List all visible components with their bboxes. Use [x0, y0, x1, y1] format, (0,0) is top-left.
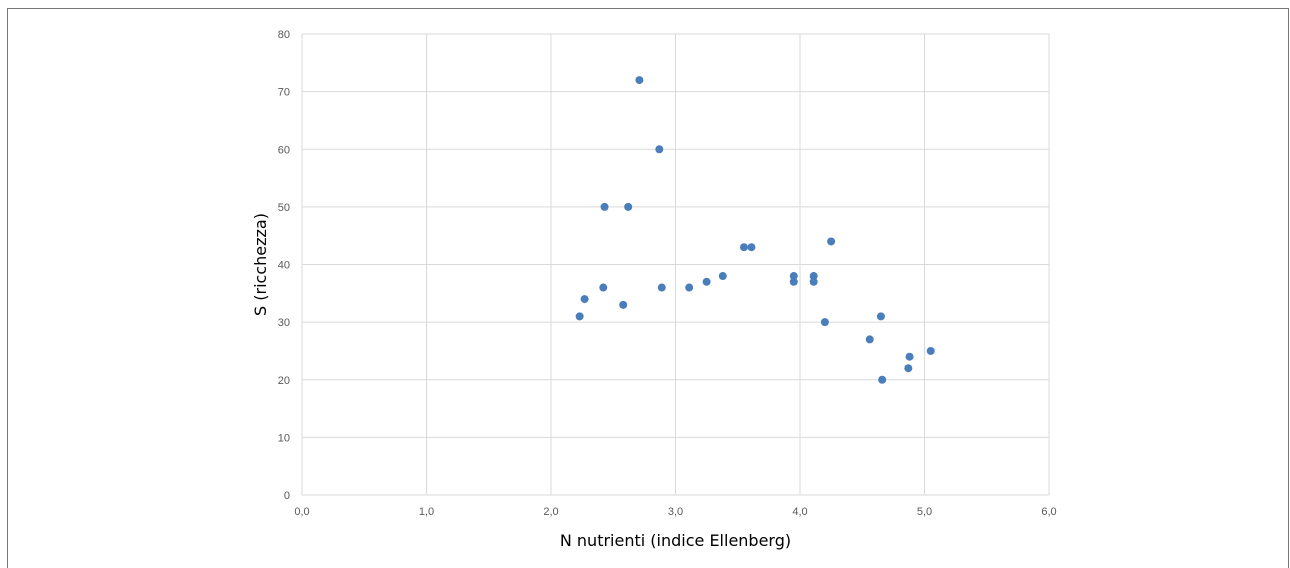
data-point: [619, 300, 628, 309]
y-tick-label: 10: [278, 432, 290, 444]
y-tick-label: 20: [278, 375, 290, 387]
data-point: [809, 272, 818, 281]
data-point: [809, 277, 818, 286]
data-point: [820, 318, 829, 327]
data-point: [575, 312, 584, 321]
y-tick-label: 70: [278, 87, 290, 99]
data-point: [635, 76, 644, 85]
data-point: [827, 237, 836, 246]
data-point: [876, 312, 885, 321]
y-tick-label: 30: [278, 317, 290, 329]
data-point: [904, 364, 913, 373]
data-point: [685, 283, 694, 292]
y-tick-label: 60: [278, 144, 290, 156]
x-tick-label: 1,0: [419, 506, 434, 518]
data-point: [926, 346, 935, 355]
y-tick-label: 0: [284, 490, 290, 502]
x-tick-label: 2,0: [543, 506, 558, 518]
data-point: [718, 272, 727, 281]
x-tick-label: 5,0: [917, 506, 932, 518]
y-tick-label: 50: [278, 202, 290, 214]
data-point: [624, 202, 633, 211]
x-tick-label: 3,0: [668, 506, 683, 518]
y-tick-label: 40: [278, 260, 290, 272]
data-point: [600, 202, 609, 211]
data-points: [575, 76, 935, 384]
data-point: [655, 145, 664, 154]
x-tick-label: 0,0: [294, 506, 309, 518]
data-point: [878, 375, 887, 384]
tick-labels: 0,0 1,0 2,0 3,0 4,0 5,0 6,0 0 10 20 30 40 50 60 70 80: [278, 29, 1057, 518]
data-point: [789, 272, 798, 281]
data-point: [580, 295, 589, 304]
y-axis-title: S (ricchezza): [251, 213, 270, 316]
chart-frame: [7, 8, 1289, 568]
data-point: [747, 243, 756, 252]
data-point: [789, 277, 798, 286]
data-point: [657, 283, 666, 292]
grid-lines: [301, 33, 1050, 496]
x-tick-label: 4,0: [792, 506, 807, 518]
data-point: [599, 283, 608, 292]
data-point: [905, 352, 914, 361]
y-tick-label: 80: [278, 29, 290, 41]
x-axis-title: N nutrienti (indice Ellenberg): [560, 531, 791, 550]
data-point: [702, 277, 711, 286]
data-point: [865, 335, 874, 344]
x-tick-label: 6,0: [1041, 506, 1056, 518]
data-point: [739, 243, 748, 252]
